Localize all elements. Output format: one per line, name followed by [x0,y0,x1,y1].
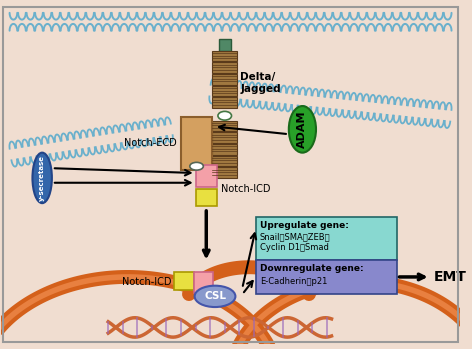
Text: y-secretase: y-secretase [39,155,45,201]
FancyBboxPatch shape [212,167,237,178]
Text: E-Cadherin、p21: E-Cadherin、p21 [260,277,327,286]
Ellipse shape [190,162,203,170]
FancyBboxPatch shape [195,188,217,206]
FancyBboxPatch shape [212,74,237,85]
Text: Downregulate gene:: Downregulate gene: [260,264,363,273]
FancyBboxPatch shape [212,121,237,131]
Text: Snail、SMA、ZEB，: Snail、SMA、ZEB， [260,232,330,241]
FancyBboxPatch shape [212,62,237,73]
Text: Notch-ECD: Notch-ECD [125,139,177,148]
Ellipse shape [194,286,236,307]
FancyBboxPatch shape [212,144,237,155]
FancyBboxPatch shape [256,260,396,295]
Text: Notch-ICD: Notch-ICD [221,184,270,194]
FancyBboxPatch shape [195,165,217,187]
FancyBboxPatch shape [212,51,237,61]
Text: Notch-ICD: Notch-ICD [122,277,171,287]
Text: ADAM: ADAM [297,111,307,148]
FancyBboxPatch shape [212,86,237,96]
Ellipse shape [33,153,52,203]
Ellipse shape [289,106,316,153]
FancyBboxPatch shape [219,39,230,51]
Ellipse shape [218,111,232,120]
FancyBboxPatch shape [212,132,237,143]
FancyBboxPatch shape [212,156,237,166]
FancyBboxPatch shape [181,117,212,170]
Text: EMT: EMT [433,270,466,284]
FancyBboxPatch shape [212,97,237,108]
FancyBboxPatch shape [194,272,213,294]
Text: Upregulate gene:: Upregulate gene: [260,221,348,230]
FancyBboxPatch shape [174,272,194,290]
Text: CSL: CSL [204,291,226,302]
Text: Delta/
Jagged: Delta/ Jagged [240,72,281,94]
Text: Cyclin D1、Smad: Cyclin D1、Smad [260,243,329,252]
FancyBboxPatch shape [256,217,396,260]
